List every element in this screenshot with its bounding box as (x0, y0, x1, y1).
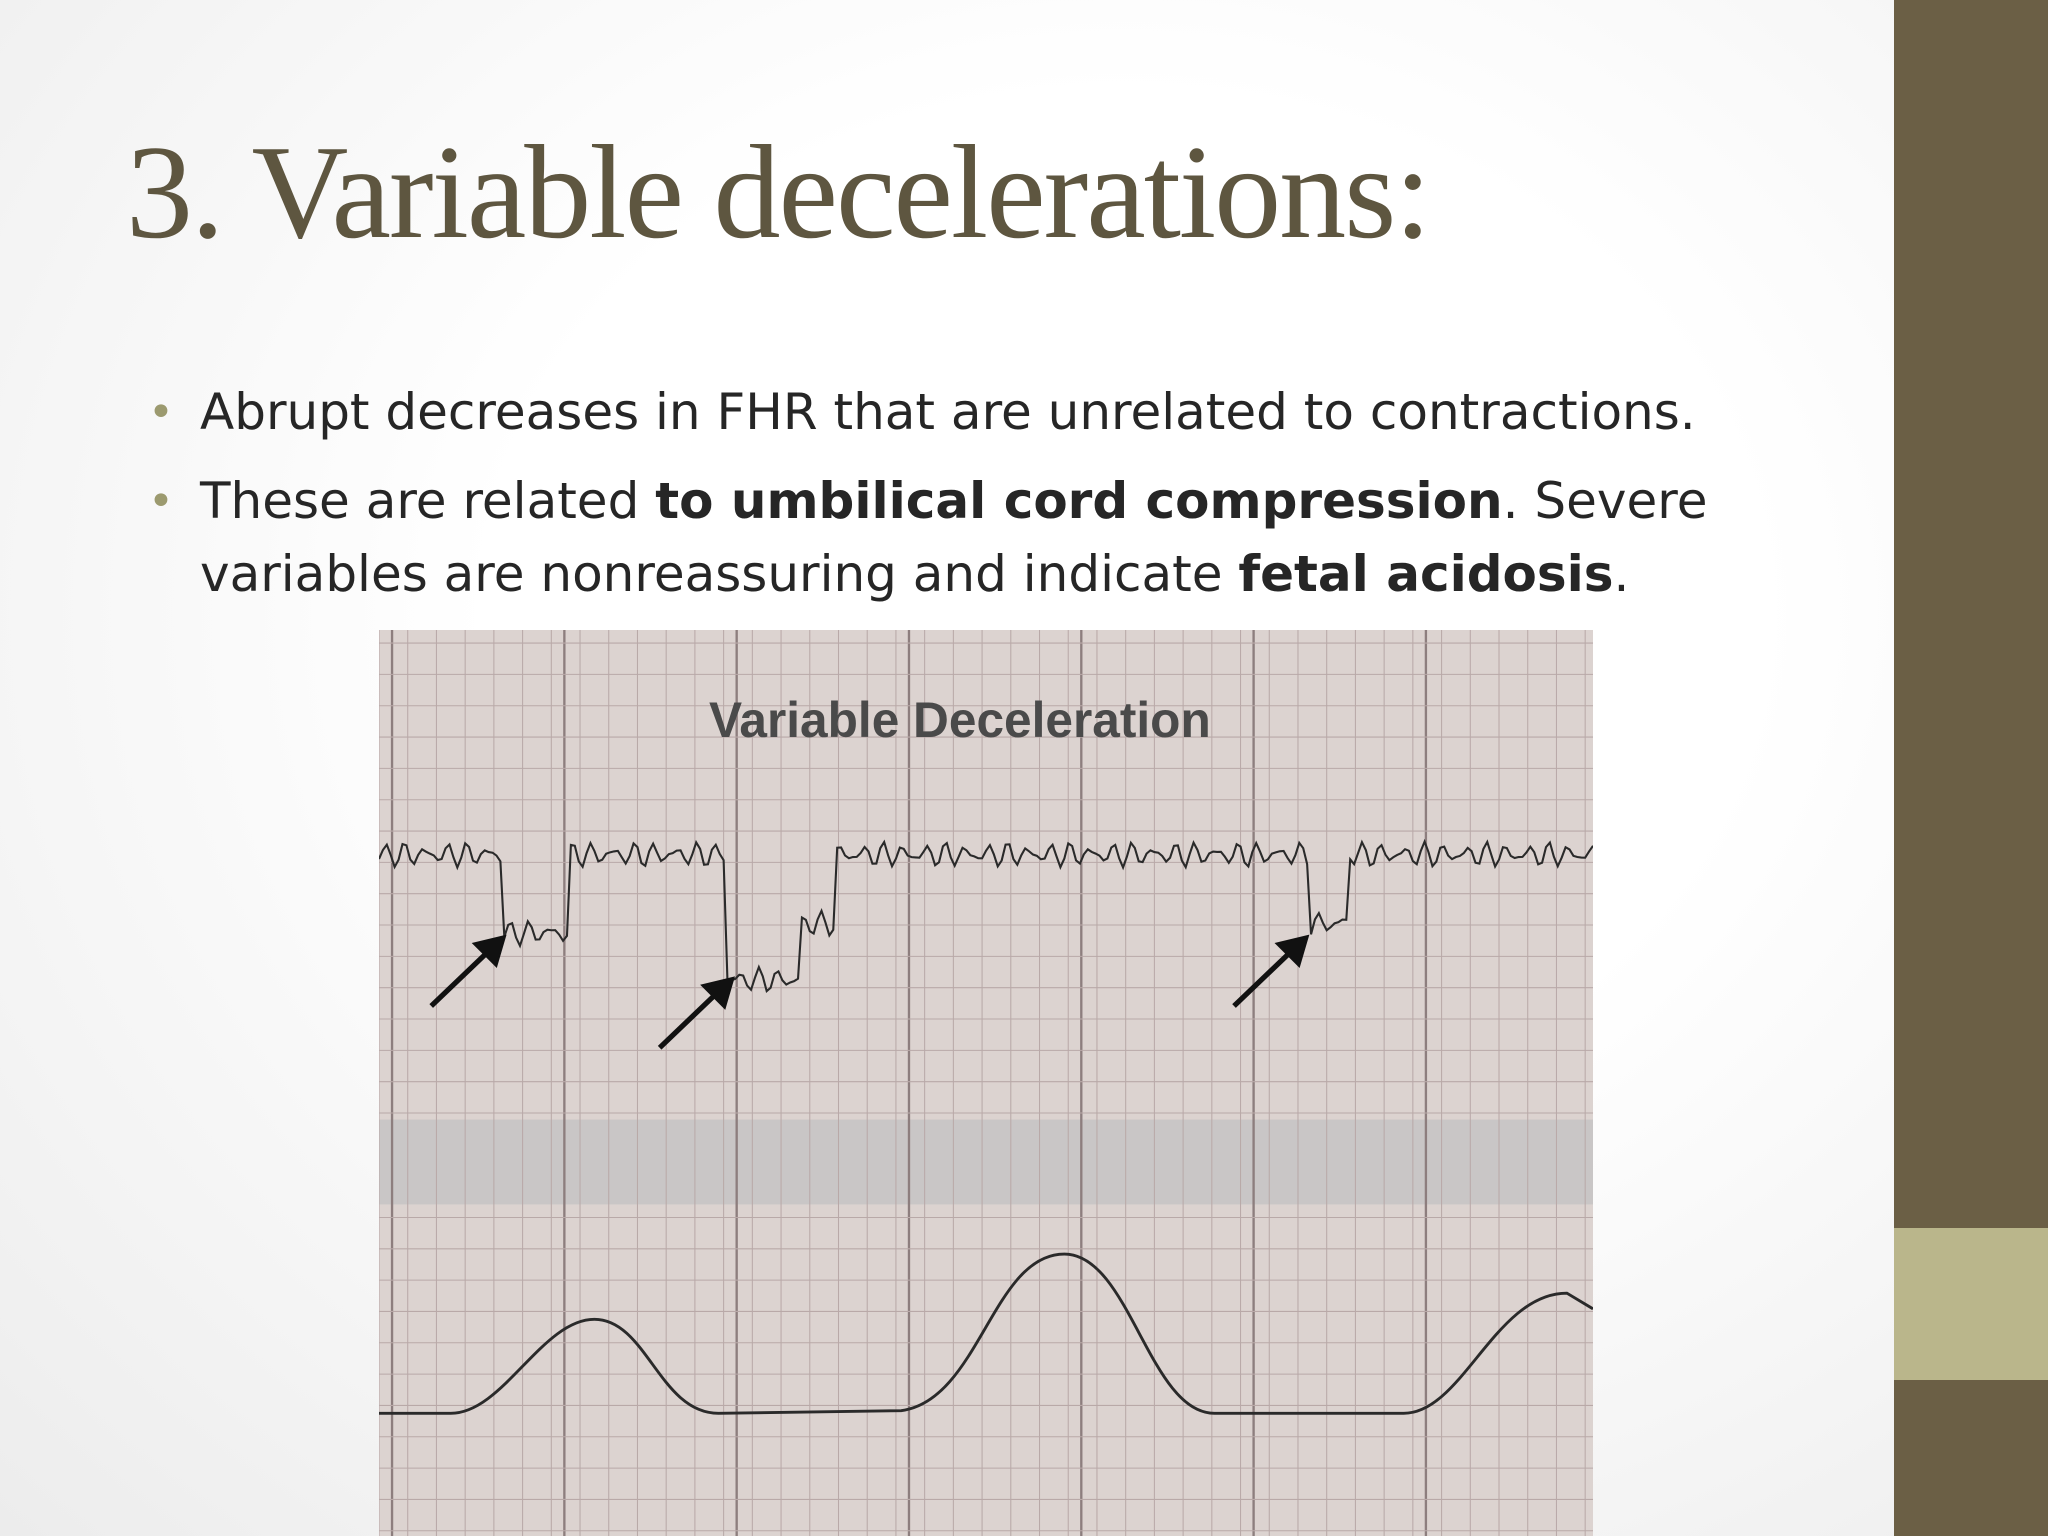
bullet: These are related to umbilical cord comp… (148, 465, 1720, 611)
strip-grid (379, 630, 1593, 1536)
bullet-list: Abrupt decreases in FHR that are unrelat… (148, 376, 1720, 627)
strip-background (379, 630, 1593, 1536)
figure-label: Variable Deceleration (709, 692, 1211, 748)
bold-text: to umbilical cord compression (655, 472, 1503, 530)
bullet: Abrupt decreases in FHR that are unrelat… (148, 376, 1720, 449)
side-accent (1894, 1228, 2048, 1380)
arrows (429, 934, 1310, 1050)
text: . Severe variables are nonreassuring and… (200, 472, 1708, 603)
fhr-trace (379, 838, 1593, 993)
strip-band (379, 1119, 1593, 1205)
text: Abrupt decreases in FHR that are unrelat… (200, 383, 1696, 441)
text: These are related (200, 472, 656, 530)
slide-title: 3. Variable decelerations: (126, 118, 1432, 266)
text: . (1613, 545, 1630, 603)
bold-text: fetal acidosis (1238, 545, 1614, 603)
ctg-figure: Variable Deceleration (379, 630, 1593, 1536)
contraction-trace (379, 1252, 1593, 1415)
